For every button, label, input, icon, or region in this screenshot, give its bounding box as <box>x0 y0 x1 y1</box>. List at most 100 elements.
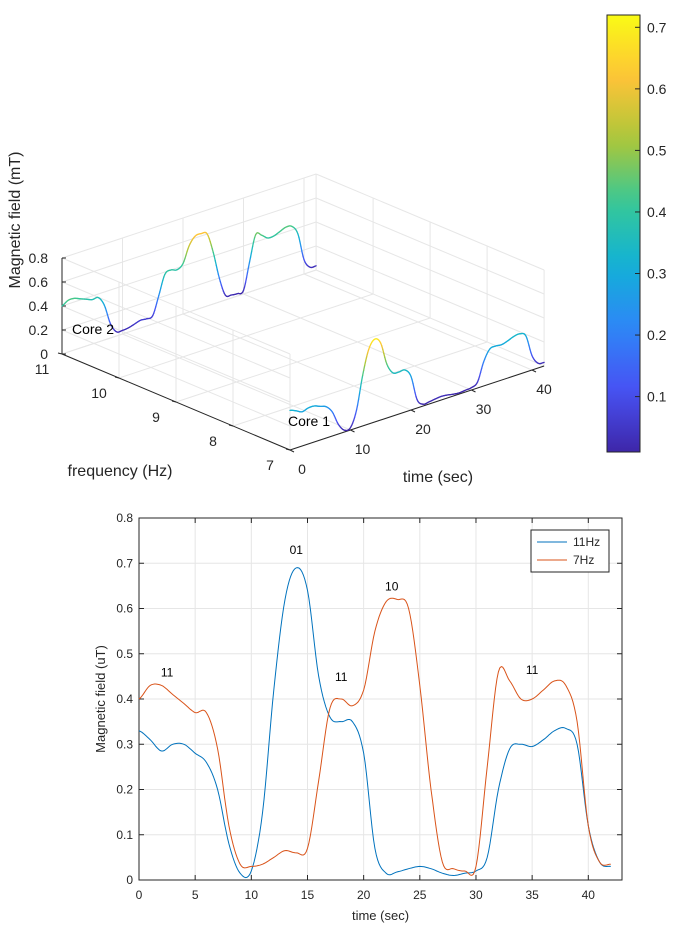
y-tick-label: 0 <box>126 873 133 887</box>
y-tick-label: 0.3 <box>116 737 133 751</box>
legend-box <box>530 529 610 573</box>
x-tick-label: 15 <box>301 888 315 902</box>
series-segment <box>356 398 360 406</box>
series-segment <box>247 261 251 268</box>
z-tick-label: 0.6 <box>29 274 49 290</box>
series-segment <box>299 241 302 248</box>
series-segment <box>217 273 220 279</box>
side-wall-grid <box>315 173 545 271</box>
z-tick-label: 0 <box>40 346 48 362</box>
annotation-label: 11 <box>161 665 174 679</box>
annotation-label: 11 <box>526 663 539 677</box>
colorbar-tick-label: 0.4 <box>647 204 667 220</box>
colorbar-tick-label: 0.7 <box>647 19 667 35</box>
series-segment <box>361 369 365 377</box>
z-tick-label: 0.4 <box>29 298 49 314</box>
magnetic-field-2d-chart: 0 5 10 15 20 25 30 35 40 0 0.1 0.2 0.3 0.4 0.5 0.6 0.7 0.… <box>93 511 623 923</box>
series-segment <box>363 360 367 367</box>
legend-label: 11Hz <box>573 535 600 549</box>
series-line-7hz <box>138 597 611 876</box>
x-tick-label: 10 <box>245 888 259 902</box>
series-segment <box>246 266 250 273</box>
y-tick-label: 0.6 <box>116 602 133 616</box>
x-tick-label: 40 <box>582 888 596 902</box>
frequency-tick-label: 11 <box>35 361 50 377</box>
series-segment <box>355 404 359 411</box>
series-segment <box>244 277 248 284</box>
series-segment <box>156 298 159 304</box>
frequency-tick <box>57 352 63 355</box>
time-tick <box>350 429 355 433</box>
z-tick-label: 0.2 <box>29 322 49 338</box>
y-tick-label: 0.1 <box>116 828 133 842</box>
series-segment <box>365 352 369 358</box>
frequency-tick-label: 7 <box>266 457 274 473</box>
series-segment <box>357 392 361 401</box>
series-segment <box>301 251 304 257</box>
colorbar-tick-label: 0.2 <box>647 327 667 343</box>
series-segment <box>359 380 363 388</box>
series-segment <box>248 256 252 263</box>
series-line-core-2 <box>61 225 317 333</box>
series-segment <box>360 374 364 382</box>
side-wall-grid <box>315 197 545 295</box>
series-segment <box>212 251 215 257</box>
frequency-tick <box>228 424 234 427</box>
series-line-core-1 <box>289 332 545 432</box>
series-segment <box>354 409 358 415</box>
magnetic-field-3d-chart: 0 10 20 30 40 11 10 9 8 7 0 0.2 0.4 0.6 0.8 time (sec) f… <box>7 152 552 486</box>
time-tick <box>531 369 537 373</box>
time-tick <box>471 389 476 393</box>
series-segment <box>252 237 256 243</box>
series-segment <box>159 287 162 293</box>
series-line-11hz <box>138 567 611 879</box>
frequency-axis-label: frequency (Hz) <box>68 463 173 480</box>
left-wall-grid <box>61 257 291 355</box>
series-segment <box>479 368 483 374</box>
time-tick-label: 10 <box>355 441 371 457</box>
series-segment <box>364 356 368 362</box>
left-wall-grid <box>61 305 291 403</box>
annotation-label: 01 <box>290 543 304 557</box>
series-segment <box>250 245 254 253</box>
colorbar-tick-label: 0.1 <box>647 389 667 405</box>
annotation-core-2: Core 2 <box>72 321 114 337</box>
time-tick <box>289 449 295 453</box>
series-segment <box>527 341 530 347</box>
time-tick-label: 30 <box>476 401 492 417</box>
y-tick-label: 0.4 <box>116 692 133 706</box>
series-segment <box>249 251 253 258</box>
time-axis <box>289 365 545 451</box>
frequency-tick-label: 9 <box>152 409 160 425</box>
time-tick-label: 0 <box>298 461 306 477</box>
series-segment <box>213 255 216 262</box>
floor-grid-frequency <box>232 341 488 427</box>
annotation-core-1: Core 1 <box>288 413 330 429</box>
series-segment <box>383 352 386 358</box>
side-wall-grid <box>315 221 545 319</box>
time-tick-label: 40 <box>536 381 552 397</box>
floor-grid-frequency <box>175 317 431 403</box>
series-segment <box>214 260 217 266</box>
series-segment <box>300 246 303 253</box>
series-segment <box>413 387 416 394</box>
frequency-tick <box>285 448 291 451</box>
y-tick-label: 0.8 <box>116 511 133 525</box>
side-wall-grid <box>315 269 545 367</box>
colorbar-tick-label: 0.5 <box>647 142 667 158</box>
legend-label: 7Hz <box>573 553 594 567</box>
colorbar-bar <box>606 14 641 453</box>
z-tick-label: 0.8 <box>29 250 49 266</box>
x-tick-label: 20 <box>357 888 371 902</box>
frequency-tick <box>114 376 120 379</box>
time-axis-label: time (sec) <box>403 469 473 486</box>
back-wall-grid <box>61 221 317 307</box>
y-tick-label: 0.5 <box>116 647 133 661</box>
series-segment <box>382 348 385 354</box>
x-tick-label: 25 <box>413 888 427 902</box>
time-tick-label: 20 <box>415 421 431 437</box>
series-segment <box>362 365 366 372</box>
series-segment <box>414 391 417 398</box>
y-tick-label: 0.7 <box>116 556 133 570</box>
